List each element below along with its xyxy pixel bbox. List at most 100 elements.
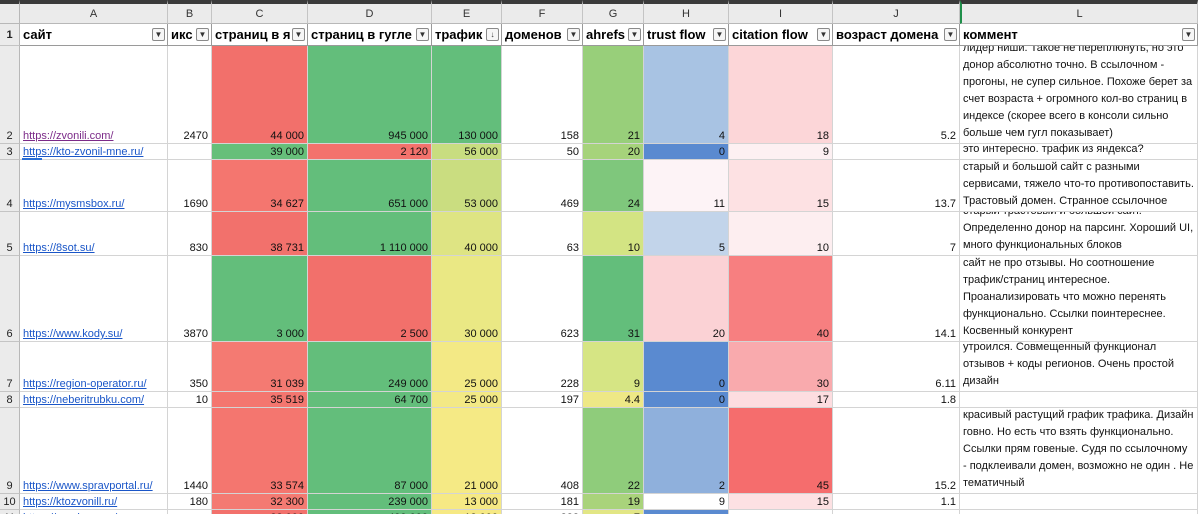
- cell-ahrefs: 4.4: [583, 392, 644, 408]
- cell-cf: 45: [729, 408, 833, 494]
- cell-google: 499 000: [308, 510, 432, 514]
- row-header-4[interactable]: 4: [0, 160, 20, 212]
- cell-ahrefs: 19: [583, 494, 644, 510]
- filter-icon[interactable]: ▼: [292, 28, 305, 41]
- filter-icon[interactable]: ▼: [152, 28, 165, 41]
- cell-google: 2 120: [308, 144, 432, 160]
- row-header-2[interactable]: 2: [0, 46, 20, 144]
- row-header-7[interactable]: 7: [0, 342, 20, 392]
- comment-cell: сайт не про отзывы. Но соотношение трафи…: [960, 256, 1198, 342]
- row-header-9[interactable]: 9: [0, 408, 20, 494]
- column-header-l[interactable]: L: [960, 0, 1198, 24]
- site-link[interactable]: https://www.kody.su/: [20, 256, 168, 342]
- cell-iks: 180: [168, 494, 212, 510]
- cell-tf: 0: [644, 392, 729, 408]
- row-header-5[interactable]: 5: [0, 212, 20, 256]
- cell-ya: 38 731: [212, 212, 308, 256]
- row-header-10[interactable]: 10: [0, 494, 20, 510]
- cell-iks: 830: [168, 212, 212, 256]
- select-all-corner[interactable]: [0, 0, 20, 24]
- header-label-ya: страниц в я: [215, 27, 291, 42]
- row-header-1[interactable]: 1: [0, 24, 20, 46]
- cell-domains: 50: [502, 144, 583, 160]
- cell-google: 945 000: [308, 46, 432, 144]
- cell-iks: 3870: [168, 256, 212, 342]
- filter-icon[interactable]: ▼: [713, 28, 726, 41]
- header-comment[interactable]: коммент ▼: [960, 24, 1198, 46]
- header-iks[interactable]: икс ▼: [168, 24, 212, 46]
- column-header-a[interactable]: A: [20, 0, 168, 24]
- header-label-tf: trust flow: [647, 27, 706, 42]
- column-header-e[interactable]: E: [432, 0, 502, 24]
- filter-icon[interactable]: ▼: [944, 28, 957, 41]
- column-header-f[interactable]: F: [502, 0, 583, 24]
- cell-domains: 469: [502, 160, 583, 212]
- cell-age: 14.1: [833, 256, 960, 342]
- cell-traffic: 13 000: [432, 510, 502, 514]
- cell-ahrefs: 9: [583, 342, 644, 392]
- row-header-11[interactable]: 11: [0, 510, 20, 514]
- header-traffic[interactable]: трафик ↓: [432, 24, 502, 46]
- comment-cell: лидер ниши. Такое не переплюнуть, но это…: [960, 46, 1198, 144]
- site-link[interactable]: https://numbase.ru/: [20, 510, 168, 514]
- site-link[interactable]: https://www.spravportal.ru/: [20, 408, 168, 494]
- filter-icon[interactable]: ▼: [1182, 28, 1195, 41]
- column-header-i[interactable]: I: [729, 0, 833, 24]
- header-tf[interactable]: trust flow ▼: [644, 24, 729, 46]
- cell-iks: 350: [168, 342, 212, 392]
- site-link[interactable]: https://mysmsbox.ru/: [20, 160, 168, 212]
- cell-tf: 20: [644, 256, 729, 342]
- header-google[interactable]: страниц в гугле ▼: [308, 24, 432, 46]
- column-header-g[interactable]: G: [583, 0, 644, 24]
- header-ya[interactable]: страниц в я ▼: [212, 24, 308, 46]
- site-link[interactable]: https://zvonili.com/: [20, 46, 168, 144]
- column-header-b[interactable]: B: [168, 0, 212, 24]
- filter-icon[interactable]: ▼: [567, 28, 580, 41]
- cell-domains: 197: [502, 392, 583, 408]
- header-site[interactable]: сайт ▼: [20, 24, 168, 46]
- site-link[interactable]: https://region-operator.ru/: [20, 342, 168, 392]
- cell-traffic: 21 000: [432, 408, 502, 494]
- header-ahrefs[interactable]: ahrefs ▼: [583, 24, 644, 46]
- site-link[interactable]: https://ktozvonill.ru/: [20, 494, 168, 510]
- comment-cell: старый трастовый и большой сайт. Определ…: [960, 212, 1198, 256]
- cell-ya: 35 519: [212, 392, 308, 408]
- cell-cf: 15: [729, 160, 833, 212]
- cell-tf: 2: [644, 408, 729, 494]
- column-header-h[interactable]: H: [644, 0, 729, 24]
- cell-age: 6.11: [833, 342, 960, 392]
- row-header-8[interactable]: 8: [0, 392, 20, 408]
- filter-icon[interactable]: ▼: [196, 28, 209, 41]
- row-header-6[interactable]: 6: [0, 256, 20, 342]
- header-age[interactable]: возраст домена ▼: [833, 24, 960, 46]
- column-header-d[interactable]: D: [308, 0, 432, 24]
- cell-ya: 33 574: [212, 408, 308, 494]
- row-header-3[interactable]: 3: [0, 144, 20, 160]
- filter-icon[interactable]: ▼: [628, 28, 641, 41]
- cell-cf: [729, 510, 833, 514]
- cell-domains: 158: [502, 46, 583, 144]
- site-link[interactable]: https://neberitrubku.com/: [20, 392, 168, 408]
- filter-icon[interactable]: ▼: [416, 28, 429, 41]
- cell-cf: 10: [729, 212, 833, 256]
- cell-tf: 0: [644, 144, 729, 160]
- filter-icon[interactable]: ▼: [817, 28, 830, 41]
- header-cf[interactable]: citation flow ▼: [729, 24, 833, 46]
- cell-cf: 17: [729, 392, 833, 408]
- site-link[interactable]: https://kto-zvonil-mne.ru/: [20, 144, 168, 160]
- cell-tf: [644, 510, 729, 514]
- header-domains[interactable]: доменов ▼: [502, 24, 583, 46]
- cell-ya: 32 300: [212, 494, 308, 510]
- cell-google: 651 000: [308, 160, 432, 212]
- column-header-j[interactable]: J: [833, 0, 960, 24]
- sort-desc-filter-icon[interactable]: ↓: [486, 28, 499, 41]
- comment-cell: это интересно. трафик из яндекса?: [960, 144, 1198, 160]
- cell-iks: [168, 144, 212, 160]
- cell-traffic: 40 000: [432, 212, 502, 256]
- site-link[interactable]: https://8sot.su/: [20, 212, 168, 256]
- cell-ya: 3 000: [212, 256, 308, 342]
- column-header-c[interactable]: C: [212, 0, 308, 24]
- cell-tf: 9: [644, 494, 729, 510]
- cell-age: [833, 510, 960, 514]
